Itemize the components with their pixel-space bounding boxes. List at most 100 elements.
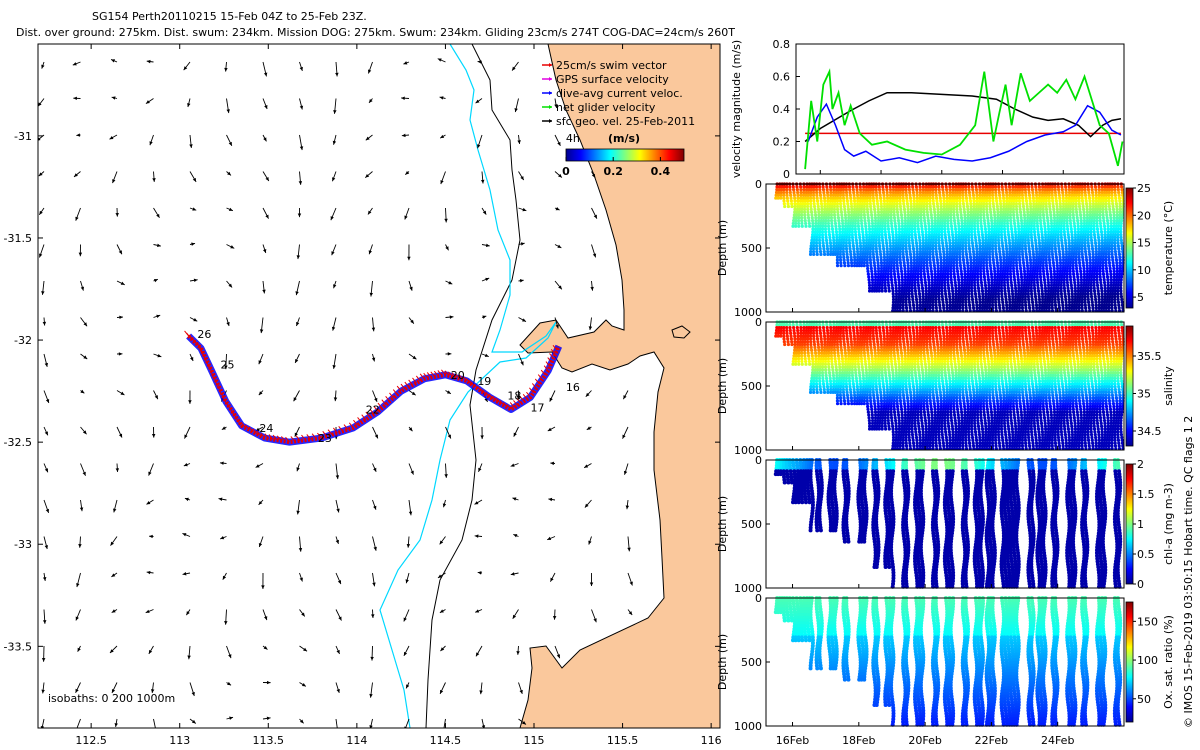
section-sample (942, 306, 946, 310)
section-sample (805, 204, 810, 209)
swim-vector (338, 425, 344, 432)
current-arrowhead (296, 321, 300, 326)
section-sample (986, 272, 990, 276)
current-arrowhead (80, 286, 85, 291)
section-sample (993, 244, 998, 248)
section-sample (1020, 188, 1025, 192)
section-sample (868, 230, 872, 234)
section-sample (955, 213, 960, 217)
current-arrowhead (336, 688, 340, 693)
section-sample (848, 249, 853, 254)
section-sample (1029, 286, 1033, 290)
section-sample (879, 199, 883, 203)
section-sample (1093, 235, 1097, 240)
section-sample (789, 193, 793, 197)
section-sample (942, 255, 946, 259)
current-arrowhead (41, 291, 45, 295)
section-sample (1034, 297, 1038, 302)
section-sample (1016, 219, 1020, 223)
section-sample (1006, 283, 1010, 287)
swim-vector (276, 435, 282, 442)
section-sample (895, 255, 899, 259)
section-sample (993, 300, 998, 304)
section-sample (892, 264, 896, 268)
section-sample (1026, 238, 1030, 242)
section-sample (932, 204, 936, 209)
section-sample (1061, 196, 1065, 200)
section-sample (1064, 188, 1068, 192)
section-sample (951, 235, 955, 240)
section-sample (910, 235, 914, 240)
section-sample (875, 196, 879, 200)
section-sample (1004, 190, 1009, 195)
section-sample (971, 193, 976, 197)
swim-vector (462, 375, 468, 382)
swim-vector (327, 429, 333, 435)
section-sample (926, 213, 930, 217)
current-arrowhead (258, 500, 263, 505)
section-sample (803, 204, 807, 209)
section-sample (864, 230, 868, 234)
section-sample (1067, 300, 1072, 304)
section-sample (1035, 275, 1039, 279)
section-sample (1004, 297, 1008, 302)
section-sample (992, 266, 997, 271)
section-sample (967, 292, 971, 296)
section-sample (947, 235, 951, 240)
section-sample (941, 188, 945, 192)
section-sample (938, 306, 942, 310)
section-sample (785, 196, 789, 200)
current-arrowhead (192, 207, 197, 211)
section-sample (933, 213, 937, 217)
section-sample (947, 292, 951, 296)
section-sample (1059, 283, 1063, 287)
section-sample (940, 283, 944, 287)
map-xtick-label: 112.5 (75, 734, 107, 747)
section-sample (792, 190, 796, 195)
section-sample (1027, 247, 1031, 251)
section-sample (1097, 188, 1101, 192)
section-sample (989, 272, 994, 276)
current-arrowhead (296, 467, 300, 472)
section-sample (943, 286, 947, 290)
swim-vector (537, 374, 543, 380)
current-arrowhead (118, 250, 122, 255)
current-arrowhead (76, 583, 80, 588)
section-sample (915, 193, 919, 197)
section-sample (1018, 210, 1023, 214)
section-sample (1005, 306, 1009, 310)
current-arrowhead (296, 255, 301, 260)
section-sample (996, 238, 1001, 242)
section-sample (825, 247, 830, 251)
current-arrowhead (584, 464, 589, 468)
section-sample (938, 193, 942, 197)
section-sample (1058, 196, 1062, 200)
section-sample (835, 204, 840, 209)
legend-label: dive-avg current veloc. (556, 87, 683, 100)
current-arrowhead (44, 545, 49, 550)
section-sample (1053, 241, 1057, 245)
section-sample (1035, 224, 1040, 228)
section-sample (947, 289, 951, 293)
section-sample (861, 230, 865, 234)
current-arrowhead (516, 395, 521, 400)
section-sample (809, 202, 813, 206)
section-sample (1041, 258, 1046, 262)
colorbar-tick-label: 0.4 (651, 165, 671, 178)
section-sample (1060, 300, 1065, 304)
section-sample (938, 303, 942, 307)
section-sample (803, 213, 807, 217)
section-sample (1001, 247, 1005, 251)
section-sample (990, 300, 995, 304)
section-sample (901, 199, 906, 203)
section-sample (939, 261, 943, 265)
section-sample (1043, 227, 1047, 231)
section-sample (877, 286, 882, 290)
section-sample (916, 272, 920, 276)
section-sample (1048, 266, 1053, 271)
section-sample (1058, 258, 1062, 262)
section-sample (980, 230, 984, 234)
section-sample (978, 185, 982, 189)
section-sample (905, 202, 910, 206)
